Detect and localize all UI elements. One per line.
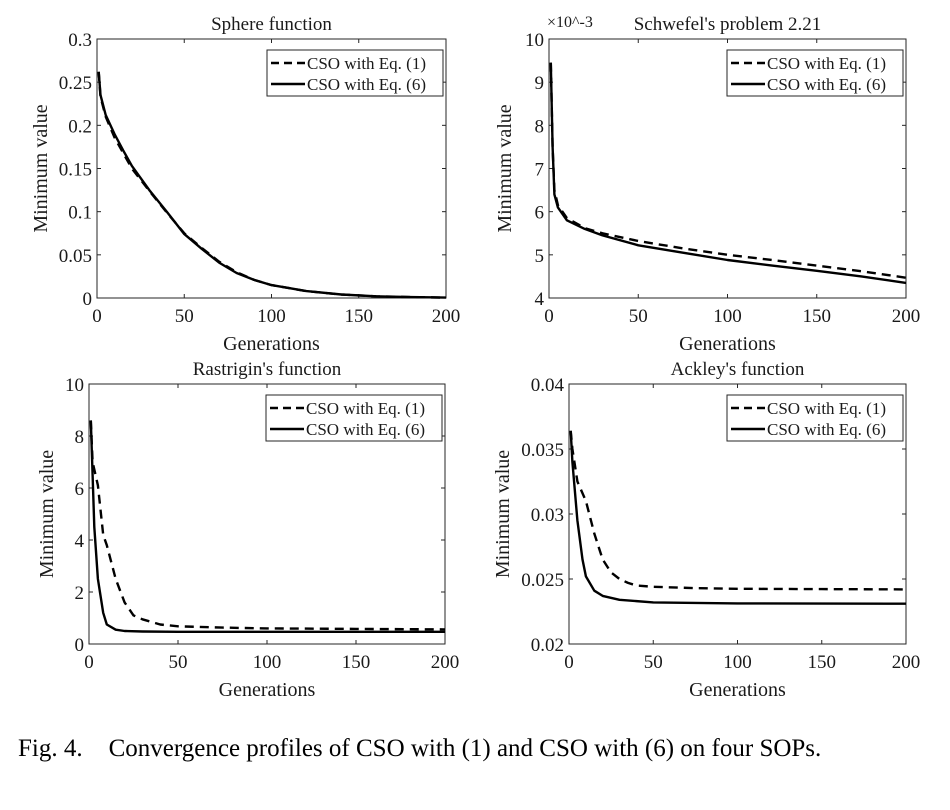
y-tick-label: 6	[75, 479, 85, 500]
y-tick-label: 0.25	[59, 73, 92, 94]
x-tick-label: 50	[644, 652, 663, 673]
series-line-eq6	[569, 430, 907, 605]
y-tick-label: 0	[83, 289, 93, 310]
series-line-eq1	[89, 420, 446, 631]
x-tick-label: 100	[257, 306, 286, 327]
y-tick-label: 0.035	[521, 440, 564, 461]
legend-entry: CSO with Eq. (6)	[767, 420, 886, 439]
x-tick-label: 100	[723, 652, 752, 673]
x-axis-label: Generations	[219, 679, 316, 701]
y-tick-label: 0.04	[531, 375, 565, 396]
y-tick-label: 4	[75, 531, 85, 552]
y-tick-label: 9	[535, 73, 545, 94]
legend: CSO with Eq. (1) CSO with Eq. (6)	[726, 49, 904, 97]
legend-entry: CSO with Eq. (1)	[307, 54, 426, 73]
caption-text: Convergence profiles of CSO with (1) and…	[108, 735, 822, 762]
x-tick-label: 200	[892, 652, 921, 673]
y-tick-label: 6	[535, 203, 545, 224]
y-tick-label: 8	[535, 116, 545, 137]
y-tick-label: 10	[525, 30, 544, 51]
x-tick-label: 150	[808, 652, 837, 673]
x-tick-label: 50	[629, 306, 648, 327]
legend-entry: CSO with Eq. (1)	[306, 399, 425, 418]
y-axis-label: Minimum value	[30, 104, 52, 232]
x-axis-label: Generations	[679, 333, 776, 355]
x-tick-label: 200	[892, 306, 921, 327]
legend: CSO with Eq. (1) CSO with Eq. (6)	[726, 394, 904, 442]
legend-box	[726, 394, 904, 442]
legend-entry: CSO with Eq. (6)	[767, 75, 886, 94]
x-tick-label: 0	[92, 306, 102, 327]
caption-label: Fig. 4.	[18, 735, 83, 762]
series-line-eq6	[97, 71, 447, 299]
y-tick-label: 0.03	[531, 505, 564, 526]
x-axis-label: Generations	[689, 679, 786, 701]
subplot-2: 0 50 100 150 200 4 5 6 7 8 9 10 Schwefel's problem 2…	[494, 14, 920, 355]
y-scale-multiplier: ×10^-3	[547, 14, 593, 31]
x-axis-label: Generations	[223, 333, 320, 355]
legend-entry: CSO with Eq. (6)	[306, 420, 425, 439]
figure-caption: Fig. 4. Convergence profiles of CSO with …	[18, 733, 938, 765]
legend: CSO with Eq. (1) CSO with Eq. (6)	[266, 49, 444, 97]
legend-box	[266, 49, 444, 97]
subplot-3: 0 50 100 150 200 0 2 4 6 8 10 Rastrigin's function G…	[36, 359, 459, 701]
y-tick-label: 4	[535, 289, 545, 310]
y-tick-label: 0.025	[521, 570, 564, 591]
subplot-1: 0 50 100 150 200 0 0.05 0.1 0.15 0.2 0.25 0.3 Sphere…	[30, 14, 460, 355]
legend: CSO with Eq. (1) CSO with Eq. (6)	[265, 394, 443, 442]
y-tick-label: 0.02	[531, 635, 564, 656]
x-tick-label: 100	[253, 652, 282, 673]
series-line-eq1	[569, 430, 907, 591]
chart-title: Sphere function	[211, 14, 332, 35]
x-tick-label: 50	[175, 306, 194, 327]
legend-entry: CSO with Eq. (1)	[767, 399, 886, 418]
y-tick-label: 0.15	[59, 160, 92, 181]
x-tick-label: 200	[432, 306, 461, 327]
y-axis-label: Minimum value	[492, 450, 514, 578]
y-axis-label: Minimum value	[494, 104, 516, 232]
y-tick-label: 0.1	[68, 203, 92, 224]
x-tick-label: 150	[345, 306, 374, 327]
y-tick-label: 7	[535, 160, 545, 181]
y-tick-label: 2	[75, 583, 85, 604]
series-line-eq6	[89, 420, 445, 633]
subplot-4: 0 50 100 150 200 0.02 0.025 0.03 0.035 0.04 Ackley…	[492, 359, 920, 701]
chart-title: Schwefel's problem 2.21	[634, 14, 822, 35]
y-tick-label: 0.3	[68, 30, 92, 51]
legend-entry: CSO with Eq. (6)	[307, 75, 426, 94]
y-tick-label: 10	[65, 375, 84, 396]
y-tick-label: 8	[75, 427, 85, 448]
legend-box	[726, 49, 904, 97]
y-tick-label: 0.05	[59, 246, 92, 267]
x-tick-label: 200	[431, 652, 460, 673]
x-tick-label: 0	[564, 652, 574, 673]
x-tick-label: 50	[169, 652, 188, 673]
x-tick-label: 150	[342, 652, 371, 673]
x-tick-label: 0	[84, 652, 94, 673]
series-line-eq6	[549, 62, 907, 285]
figure: 0 50 100 150 20000.050.10.150.20.250.3Sphere…	[30, 14, 920, 701]
y-tick-label: 0.2	[68, 116, 92, 137]
y-tick-label: 0	[75, 635, 85, 656]
y-tick-label: 5	[535, 246, 545, 267]
legend-entry: CSO with Eq. (1)	[767, 54, 886, 73]
chart-title: Ackley's function	[671, 359, 805, 380]
x-tick-label: 0	[544, 306, 554, 327]
x-tick-label: 150	[803, 306, 832, 327]
legend-box	[265, 394, 443, 442]
y-axis-label: Minimum value	[36, 450, 58, 578]
chart-title: Rastrigin's function	[193, 359, 342, 380]
series-line-eq1	[549, 62, 907, 279]
series-line-eq1	[97, 71, 447, 299]
x-tick-label: 100	[713, 306, 742, 327]
